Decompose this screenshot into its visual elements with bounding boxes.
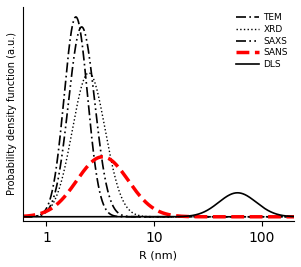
TEM	[74, 15, 78, 18]
DLS	[31, 215, 34, 218]
TEM	[284, 215, 288, 218]
SAXS	[284, 215, 288, 218]
XRD	[31, 215, 34, 218]
SANS	[101, 155, 104, 158]
TEM	[17, 215, 20, 218]
TEM	[234, 215, 237, 218]
XRD	[17, 215, 20, 218]
SAXS	[292, 215, 296, 218]
DLS	[284, 214, 288, 218]
SANS	[284, 215, 288, 218]
SAXS	[31, 215, 34, 218]
SAXS	[144, 215, 147, 218]
TEM	[151, 215, 154, 218]
DLS	[143, 215, 147, 218]
SANS	[284, 215, 288, 218]
XRD	[234, 215, 237, 218]
Line: XRD: XRD	[18, 73, 294, 217]
SAXS	[80, 25, 83, 29]
Line: TEM: TEM	[18, 17, 294, 217]
SAXS	[284, 215, 288, 218]
XRD	[284, 215, 288, 218]
TEM	[284, 215, 288, 218]
XRD	[87, 71, 91, 74]
XRD	[144, 215, 147, 218]
SANS	[31, 214, 34, 217]
Line: SANS: SANS	[18, 157, 294, 217]
DLS	[150, 215, 154, 218]
SAXS	[234, 215, 237, 218]
DLS	[292, 215, 296, 218]
Line: SAXS: SAXS	[18, 27, 294, 217]
DLS	[236, 191, 239, 194]
TEM	[31, 215, 34, 218]
TEM	[292, 215, 296, 218]
XRD	[151, 215, 154, 218]
DLS	[284, 214, 288, 218]
Y-axis label: Probability density function (a.u.): Probability density function (a.u.)	[7, 32, 17, 195]
Legend: TEM, XRD, SAXS, SANS, DLS: TEM, XRD, SAXS, SANS, DLS	[234, 11, 290, 71]
SANS	[292, 215, 296, 218]
SANS	[234, 215, 237, 218]
DLS	[17, 215, 20, 218]
SANS	[151, 206, 154, 209]
XRD	[292, 215, 296, 218]
XRD	[284, 215, 288, 218]
SANS	[17, 215, 20, 218]
SAXS	[17, 215, 20, 218]
DLS	[234, 191, 237, 195]
SANS	[144, 200, 147, 203]
TEM	[144, 215, 147, 218]
SAXS	[151, 215, 154, 218]
Line: DLS: DLS	[18, 193, 294, 217]
X-axis label: R (nm): R (nm)	[139, 250, 177, 260]
